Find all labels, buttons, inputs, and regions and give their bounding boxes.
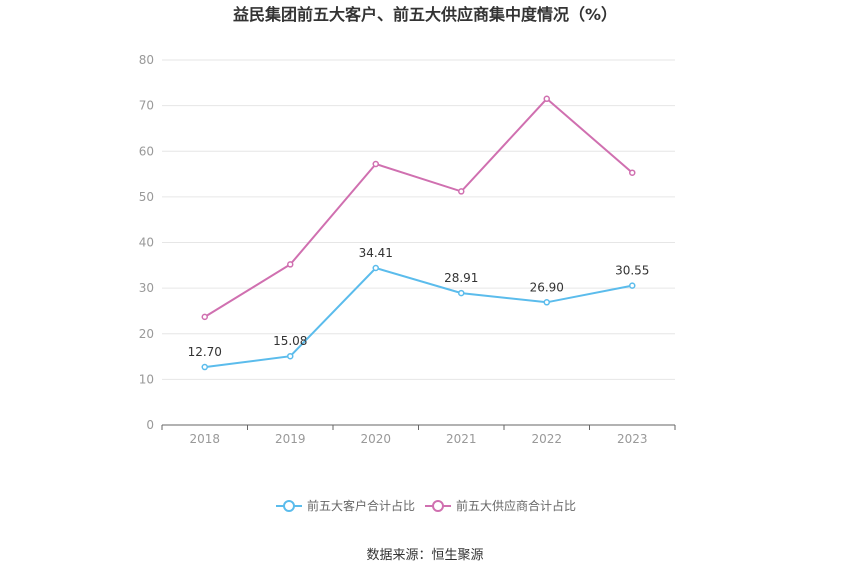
x-tick-label: 2020 — [360, 432, 391, 446]
y-axis: 0 10 20 30 40 50 60 70 80 — [139, 53, 154, 432]
series-line — [204, 97, 633, 318]
data-label: 12.70 — [188, 345, 222, 359]
legend-swatch-marker — [432, 500, 444, 512]
series-layer: 12.70 15.08 34.41 28.91 26.90 30.55 — [188, 95, 649, 371]
data-label: 15.08 — [273, 334, 307, 348]
y-tick-label: 10 — [139, 372, 154, 386]
data-label: 30.55 — [615, 264, 649, 278]
data-point[interactable] — [629, 169, 636, 176]
y-tick-label: 80 — [139, 53, 154, 67]
y-tick-label: 40 — [139, 236, 154, 250]
x-tick-label: 2022 — [531, 432, 562, 446]
data-point[interactable] — [543, 299, 550, 306]
chart-title: 益民集团前五大客户、前五大供应商集中度情况（%） — [233, 5, 617, 24]
legend-item-customers[interactable]: 前五大客户合计占比 — [276, 498, 415, 513]
data-label: 26.90 — [530, 280, 564, 294]
data-point[interactable] — [458, 289, 465, 297]
legend-swatch-marker — [283, 500, 295, 512]
data-label: 34.41 — [359, 246, 393, 260]
x-axis: 2018 2019 2020 2021 2022 2023 — [161, 424, 676, 446]
data-point[interactable] — [287, 352, 294, 360]
data-point[interactable] — [458, 188, 465, 195]
series-customers — [201, 264, 636, 371]
y-tick-label: 50 — [139, 190, 154, 204]
data-point[interactable] — [287, 261, 294, 268]
legend-item-suppliers[interactable]: 前五大供应商合计占比 — [425, 498, 576, 513]
data-point[interactable] — [201, 363, 208, 371]
y-tick-label: 0 — [146, 418, 154, 432]
data-label: 28.91 — [444, 271, 478, 285]
y-tick-label: 30 — [139, 281, 154, 295]
source-note: 数据来源：恒生聚源 — [366, 548, 483, 563]
y-tick-label: 20 — [139, 327, 154, 341]
series-line — [204, 266, 633, 369]
x-tick-label: 2019 — [275, 432, 306, 446]
grid — [162, 59, 675, 380]
data-point[interactable] — [201, 313, 208, 321]
y-tick-label: 70 — [139, 99, 154, 113]
data-point[interactable] — [629, 282, 636, 289]
series-suppliers — [201, 95, 636, 321]
legend-label: 前五大供应商合计占比 — [456, 498, 576, 513]
legend[interactable]: 前五大客户合计占比 前五大供应商合计占比 — [276, 498, 576, 513]
y-tick-label: 60 — [139, 144, 154, 158]
legend-label: 前五大客户合计占比 — [307, 498, 415, 513]
x-tick-label: 2018 — [189, 432, 220, 446]
data-point[interactable] — [372, 264, 379, 272]
x-tick-label: 2021 — [446, 432, 477, 446]
data-point[interactable] — [372, 160, 379, 168]
x-tick-label: 2023 — [617, 432, 648, 446]
data-point[interactable] — [543, 95, 550, 103]
